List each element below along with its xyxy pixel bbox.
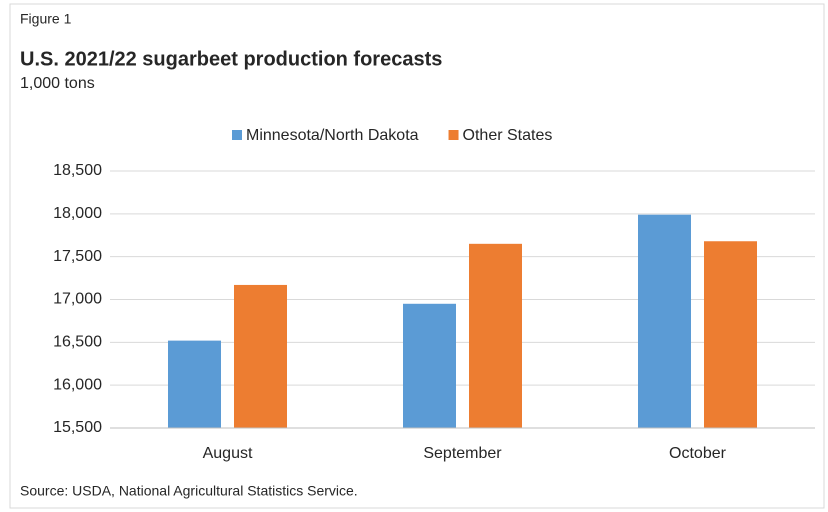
x-tick-label: September [423,445,502,462]
frame [9,3,825,509]
figure-label: Figure 1 [20,11,72,27]
y-tick-label: 16,500 [53,334,102,351]
y-tick-label: 18,500 [53,162,102,179]
legend-label: Other States [463,127,553,144]
legend-swatch [448,130,459,140]
bar [234,284,287,428]
legend-swatch [232,130,242,140]
chart-title: U.S. 2021/22 sugarbeet production foreca… [20,48,442,70]
subtitle: 1,000 tons [20,75,95,92]
bar [638,214,691,428]
y-tick-label: 15,500 [53,419,102,436]
bar [469,243,522,428]
y-tick-label: 17,000 [53,291,102,308]
source: Source: USDA, National Agricultural Stat… [20,483,358,499]
y-tick-label: 17,500 [53,248,102,265]
legend-label: Minnesota/North Dakota [246,127,419,144]
bar [168,340,221,428]
bar [704,241,757,428]
bar [403,303,456,428]
y-tick-label: 18,000 [53,205,102,222]
x-tick-label: August [203,445,253,462]
y-tick-label: 16,000 [53,376,102,393]
x-tick-label: October [669,445,727,462]
